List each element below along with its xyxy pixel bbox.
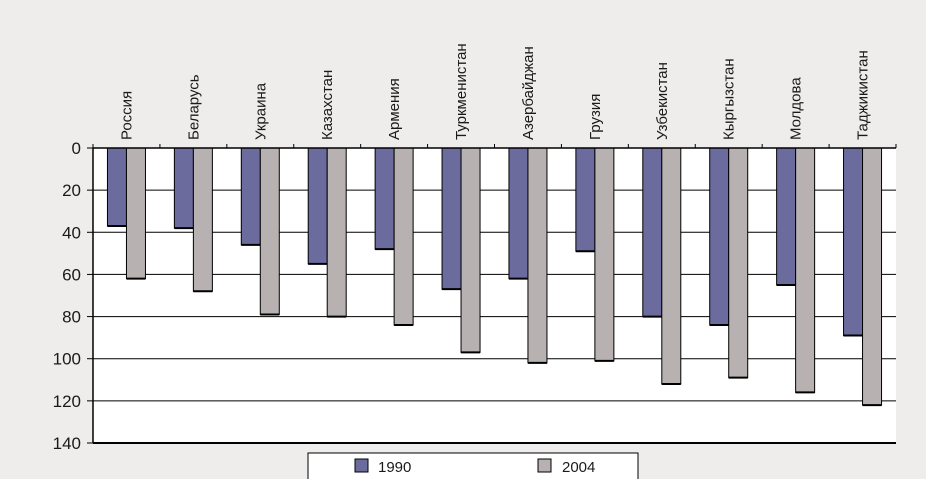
bar-2004-9	[728, 147, 749, 379]
legend-label-2004: 2004	[562, 459, 595, 476]
bar-2004-11	[862, 147, 883, 406]
legend-swatch-1990	[354, 458, 369, 473]
category-label: Армения	[386, 78, 403, 140]
bar-1990-5	[441, 147, 462, 290]
grid	[93, 189, 896, 402]
y-tick-label: 100	[53, 350, 81, 369]
bar-2004-0	[125, 147, 146, 280]
legend-label-1990: 1990	[378, 459, 411, 476]
plot-area	[93, 148, 896, 443]
y-tick-label: 20	[62, 181, 81, 200]
bar-1990-2	[240, 147, 261, 246]
category-label: Молдова	[788, 77, 805, 140]
bar-2004-7	[594, 147, 615, 362]
y-tick-label: 60	[62, 265, 81, 284]
bar-2004-10	[795, 147, 816, 393]
bar-2004-3	[326, 147, 347, 318]
category-label: Азербайджан	[520, 46, 537, 140]
category-label: Казахстан	[319, 70, 336, 140]
bar-1990-6	[508, 147, 529, 280]
category-label: Беларусь	[185, 74, 202, 140]
category-label: Туркменистан	[453, 43, 470, 140]
bar-2004-2	[259, 147, 280, 315]
bar-1990-7	[575, 147, 596, 252]
y-tick-label: 0	[72, 139, 81, 158]
y-tick-label: 120	[53, 392, 81, 411]
bar-2004-4	[393, 147, 414, 326]
category-label: Кыргызстан	[721, 58, 738, 140]
y-tick-label: 80	[62, 308, 81, 327]
category-labels: Россия Беларусь Украина Казахстан Армения Тур…	[118, 43, 871, 140]
bar-1990-4	[374, 147, 395, 250]
bars	[106, 147, 883, 407]
y-tick-label: 140	[53, 434, 81, 453]
y-tick-label: 40	[62, 223, 81, 242]
bar-2004-8	[661, 147, 682, 385]
bar-2004-1	[192, 147, 213, 292]
bar-1990-10	[776, 147, 797, 286]
legend: 1990 2004	[307, 452, 639, 479]
category-label: Грузия	[587, 94, 604, 140]
axes	[92, 144, 897, 444]
bar-1990-9	[709, 147, 730, 326]
bar-1990-8	[642, 147, 663, 318]
bar-2004-5	[460, 147, 481, 353]
category-label: Узбекистан	[654, 62, 671, 140]
category-label: Таджикистан	[855, 50, 872, 140]
bar-1990-0	[106, 147, 127, 227]
bar-1990-3	[307, 147, 328, 265]
bar-2004-6	[527, 147, 548, 364]
legend-swatch-2004	[537, 458, 552, 473]
bar-1990-11	[843, 147, 864, 337]
y-axis-ticks: 0 20 40 60 80 100 120 140	[53, 139, 93, 453]
category-label: Россия	[118, 91, 135, 140]
bar-1990-1	[173, 147, 194, 229]
category-label: Украина	[252, 82, 269, 140]
